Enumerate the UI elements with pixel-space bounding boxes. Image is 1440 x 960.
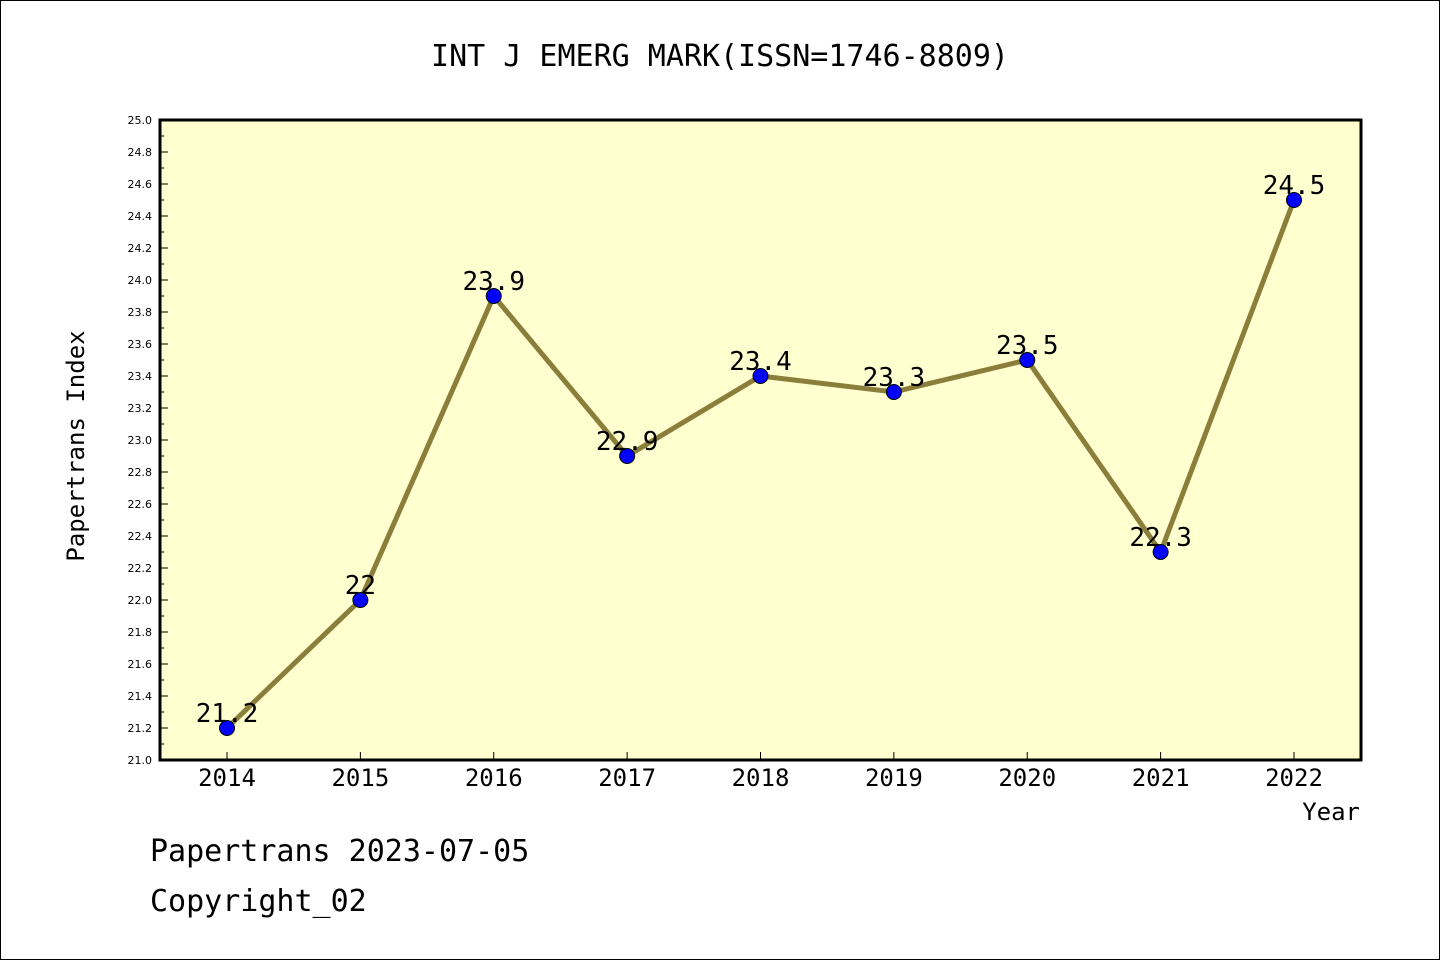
y-tick-label: 24.4 xyxy=(128,210,153,223)
y-tick-label: 24.8 xyxy=(128,146,153,159)
x-tick-label: 2014 xyxy=(198,764,256,792)
x-tick-label: 2015 xyxy=(331,764,389,792)
y-tick-label: 22.8 xyxy=(128,466,153,479)
y-tick-label: 23.8 xyxy=(128,306,153,319)
y-tick-label: 21.0 xyxy=(128,754,153,767)
x-tick-label: 2017 xyxy=(598,764,656,792)
data-label: 23.9 xyxy=(462,267,525,297)
y-tick-label: 23.2 xyxy=(128,402,153,415)
y-tick-label: 23.6 xyxy=(128,338,153,351)
x-axis: 2014 2015 2016 2017 2018 2019 2020 2021 2022 xyxy=(198,752,1323,792)
data-point xyxy=(885,384,902,400)
y-axis: 21.0 21.2 21.4 21.6 21.8 22.0 22.2 22.4 22.6 22.8… xyxy=(128,114,168,767)
plot-area xyxy=(158,118,1363,762)
data-point xyxy=(619,448,636,464)
data-point xyxy=(752,368,769,384)
x-tick-label: 2019 xyxy=(865,764,923,792)
y-tick-label: 24.2 xyxy=(128,242,153,255)
x-tick-label: 2021 xyxy=(1132,764,1190,792)
y-tick-label: 21.2 xyxy=(128,722,153,735)
footer-source: Papertrans 2023-07-05 xyxy=(150,834,530,869)
y-tick-label: 22.2 xyxy=(128,562,153,575)
y-tick-label: 21.8 xyxy=(128,626,153,639)
y-tick-label: 25.0 xyxy=(128,114,153,127)
x-tick-label: 2016 xyxy=(465,764,523,792)
y-tick-label: 21.6 xyxy=(128,658,153,671)
y-tick-label: 23.4 xyxy=(128,370,153,383)
data-point xyxy=(1286,192,1302,208)
y-tick-label: 22.4 xyxy=(128,530,153,543)
data-label: 24.5 xyxy=(1263,171,1326,201)
data-point xyxy=(352,592,369,608)
data-label: 22 xyxy=(345,571,376,601)
x-tick-label: 2022 xyxy=(1265,764,1323,792)
footer-copyright: Copyright_02 xyxy=(150,884,367,919)
chart-title: INT J EMERG MARK(ISSN=1746-8809) xyxy=(431,39,1009,74)
data-label: 22.9 xyxy=(596,427,659,457)
series-layer: 21.2 22 23.9 22.9 23.4 23.3 23.5 22.3 24.5 xyxy=(196,171,1326,736)
y-tick-label: 24.6 xyxy=(128,178,153,191)
y-tick-label: 21.4 xyxy=(128,690,153,703)
data-point xyxy=(485,288,502,304)
x-axis-label: Year xyxy=(1302,798,1360,826)
x-tick-label: 2020 xyxy=(998,764,1056,792)
data-label: 23.4 xyxy=(729,347,792,377)
x-tick-label: 2018 xyxy=(732,764,790,792)
data-label: 23.5 xyxy=(996,331,1059,361)
data-point xyxy=(1019,352,1036,368)
data-label: 23.3 xyxy=(863,363,926,393)
y-tick-label: 24.0 xyxy=(128,274,153,287)
data-point xyxy=(219,720,235,736)
y-tick-label: 22.0 xyxy=(128,594,153,607)
data-label: 21.2 xyxy=(196,699,259,729)
data-label: 22.3 xyxy=(1129,523,1192,553)
y-tick-label: 22.6 xyxy=(128,498,153,511)
y-tick-label: 23.0 xyxy=(128,434,153,447)
y-axis-label: Papertrans Index xyxy=(62,330,90,561)
data-point xyxy=(1152,544,1169,560)
